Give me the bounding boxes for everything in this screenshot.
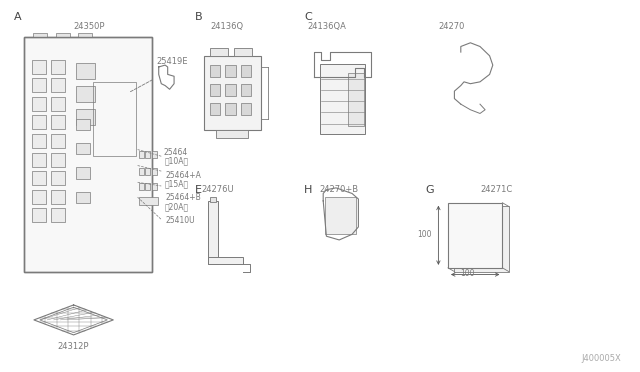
Text: 100: 100 bbox=[417, 230, 432, 239]
Bar bbox=[51, 78, 65, 92]
Bar bbox=[208, 201, 218, 264]
Bar bbox=[32, 134, 46, 148]
Text: 〔20A〕: 〔20A〕 bbox=[165, 202, 189, 211]
Text: 〔15A〕: 〔15A〕 bbox=[165, 180, 189, 189]
Bar bbox=[51, 190, 65, 204]
Bar bbox=[139, 197, 158, 205]
Text: 100: 100 bbox=[460, 269, 474, 278]
Bar bbox=[32, 190, 46, 204]
Text: 25464: 25464 bbox=[163, 148, 188, 157]
Bar bbox=[78, 33, 92, 37]
Bar bbox=[51, 97, 65, 111]
Bar bbox=[51, 208, 65, 222]
Bar bbox=[241, 103, 251, 115]
Text: E: E bbox=[195, 185, 202, 195]
Bar bbox=[76, 192, 90, 203]
Bar bbox=[32, 60, 46, 74]
Bar bbox=[24, 37, 152, 272]
Text: 24136Q: 24136Q bbox=[211, 22, 244, 31]
Bar bbox=[32, 115, 46, 129]
Bar bbox=[51, 171, 65, 185]
Bar bbox=[139, 183, 144, 190]
Bar bbox=[204, 56, 261, 130]
Bar bbox=[33, 33, 47, 37]
Bar bbox=[32, 97, 46, 111]
Bar bbox=[51, 153, 65, 167]
Text: J400005X: J400005X bbox=[581, 355, 621, 363]
Bar bbox=[325, 197, 356, 234]
Bar bbox=[241, 84, 251, 96]
Bar bbox=[225, 103, 236, 115]
Bar bbox=[216, 130, 248, 138]
Bar bbox=[76, 109, 95, 125]
Bar bbox=[51, 134, 65, 148]
Bar bbox=[145, 183, 150, 190]
Bar bbox=[76, 167, 90, 179]
Bar bbox=[32, 153, 46, 167]
Text: 25419E: 25419E bbox=[157, 57, 188, 66]
Bar bbox=[210, 48, 228, 56]
Text: H: H bbox=[304, 185, 312, 195]
Bar bbox=[454, 206, 509, 272]
Text: 24271C: 24271C bbox=[480, 185, 512, 194]
Bar bbox=[210, 65, 220, 77]
Bar bbox=[210, 197, 216, 202]
Text: 24270+B: 24270+B bbox=[319, 185, 359, 194]
Text: B: B bbox=[195, 12, 203, 22]
Bar bbox=[234, 48, 252, 56]
Bar bbox=[76, 63, 95, 79]
Bar bbox=[56, 33, 70, 37]
Bar bbox=[152, 183, 157, 190]
Bar bbox=[51, 60, 65, 74]
Bar bbox=[51, 115, 65, 129]
Bar bbox=[76, 143, 90, 154]
Bar bbox=[93, 82, 136, 156]
Text: 25410U: 25410U bbox=[165, 216, 195, 225]
Bar bbox=[152, 151, 157, 158]
Bar bbox=[145, 151, 150, 158]
Bar bbox=[210, 84, 220, 96]
Bar bbox=[32, 171, 46, 185]
Text: 24312P: 24312P bbox=[58, 342, 90, 351]
Text: C: C bbox=[304, 12, 312, 22]
Text: G: G bbox=[426, 185, 434, 195]
Text: 24136QA: 24136QA bbox=[307, 22, 346, 31]
Text: 25464+B: 25464+B bbox=[165, 193, 201, 202]
Text: A: A bbox=[14, 12, 22, 22]
Bar bbox=[448, 203, 502, 268]
Bar bbox=[139, 168, 144, 175]
Bar bbox=[241, 65, 251, 77]
Bar bbox=[32, 78, 46, 92]
Bar bbox=[76, 86, 95, 102]
Text: 24350P: 24350P bbox=[74, 22, 105, 31]
Bar bbox=[208, 257, 243, 264]
Bar bbox=[145, 168, 150, 175]
Bar bbox=[210, 103, 220, 115]
Bar bbox=[320, 64, 365, 134]
Bar bbox=[225, 84, 236, 96]
Bar bbox=[225, 65, 236, 77]
Bar bbox=[24, 37, 152, 272]
Text: 24276U: 24276U bbox=[202, 185, 234, 194]
Text: 〔10A〕: 〔10A〕 bbox=[165, 157, 189, 166]
Text: 24270: 24270 bbox=[438, 22, 465, 31]
Bar bbox=[152, 168, 157, 175]
Bar bbox=[348, 73, 364, 126]
Bar bbox=[76, 119, 90, 130]
Bar bbox=[139, 151, 144, 158]
Text: 25464+A: 25464+A bbox=[165, 171, 201, 180]
Bar bbox=[32, 208, 46, 222]
